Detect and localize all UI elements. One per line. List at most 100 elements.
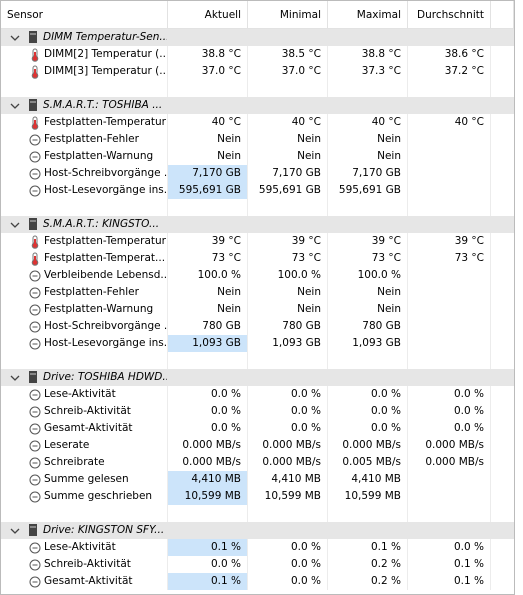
clock-icon: [29, 321, 41, 333]
sensor-value: 0.0 %: [210, 405, 241, 417]
column-separator: [407, 471, 408, 488]
sensor-value: 37.0 °C: [201, 65, 241, 77]
sensor-name: Gesamt-Aktivität: [44, 575, 133, 587]
clock-icon: [29, 287, 41, 299]
column-separator: [167, 352, 168, 369]
sensor-value: 0.0 %: [370, 405, 401, 417]
sensor-value: 780 GB: [362, 320, 401, 332]
group-row: [1, 29, 514, 46]
sensor-value: 4,410 MB: [168, 471, 247, 488]
device-icon: [29, 218, 37, 230]
clock-icon: [29, 423, 41, 435]
column-separator: [247, 80, 248, 97]
column-header[interactable]: Minimal: [248, 1, 328, 29]
column-separator: [247, 471, 248, 488]
column-separator: [167, 182, 168, 199]
clock-icon: [29, 185, 41, 197]
column-separator: [167, 335, 168, 352]
expander[interactable]: [9, 371, 21, 385]
column-separator: [247, 233, 248, 250]
sensor-name: Festplatten-Warnung: [44, 150, 154, 162]
clock-icon: [29, 406, 41, 418]
column-separator: [407, 386, 408, 403]
sensor-name: Summe geschrieben: [44, 490, 153, 502]
column-separator: [490, 250, 491, 267]
column-separator: [167, 63, 168, 80]
sensor-value: 595,691 GB: [168, 182, 247, 199]
column-separator: [327, 505, 328, 522]
sensor-name: Verbleibende Lebensd...: [44, 269, 167, 281]
column-separator: [490, 301, 491, 318]
group-row: [1, 216, 514, 233]
column-separator: [247, 182, 248, 199]
column-separator: [327, 556, 328, 573]
column-separator: [407, 403, 408, 420]
sensor-value: Nein: [297, 150, 321, 162]
sensor-value: 73 °C: [454, 252, 484, 264]
column-separator: [490, 284, 491, 301]
column-separator: [327, 165, 328, 182]
column-separator: [167, 488, 168, 505]
column-separator: [247, 539, 248, 556]
column-separator: [327, 80, 328, 97]
column-separator: [247, 488, 248, 505]
sensor-value: Nein: [217, 133, 241, 145]
column-header[interactable]: Sensor: [1, 1, 168, 29]
sensor-value: Nein: [377, 150, 401, 162]
thermometer-icon: [31, 235, 39, 249]
sensor-name: Schreib-Aktivität: [44, 405, 131, 417]
sensor-value: 1,093 GB: [168, 335, 247, 352]
sensor-value: 0.0 %: [453, 405, 484, 417]
sensor-name: Schreibrate: [44, 456, 105, 468]
group-name: S.M.A.R.T.: KINGSTO...: [43, 218, 160, 230]
sensor-value: 38.5 °C: [281, 48, 321, 60]
sensor-value: 0.1 %: [370, 541, 401, 553]
sensor-value: Nein: [217, 286, 241, 298]
column-separator: [247, 148, 248, 165]
sensor-value: 595,691 GB: [338, 184, 401, 196]
column-separator: [167, 165, 168, 182]
column-separator: [490, 420, 491, 437]
column-separator: [167, 46, 168, 63]
column-separator: [327, 539, 328, 556]
sensor-value: 4,410 MB: [271, 473, 321, 485]
expander[interactable]: [9, 99, 21, 113]
clock-icon: [29, 151, 41, 163]
column-separator: [327, 233, 328, 250]
column-separator: [407, 539, 408, 556]
column-header[interactable]: Durchschnitt: [408, 1, 491, 29]
expander[interactable]: [9, 31, 21, 45]
column-separator: [247, 437, 248, 454]
expander[interactable]: [9, 524, 21, 538]
column-separator: [167, 420, 168, 437]
sensor-value: 100.0 %: [197, 269, 241, 281]
column-header[interactable]: Aktuell: [168, 1, 248, 29]
column-separator: [167, 556, 168, 573]
column-separator: [327, 182, 328, 199]
column-separator: [490, 454, 491, 471]
sensor-value: 10,599 MB: [264, 490, 321, 502]
thermometer-icon: [31, 65, 39, 79]
column-separator: [327, 454, 328, 471]
column-separator: [167, 114, 168, 131]
sensor-value: Nein: [377, 303, 401, 315]
column-header[interactable]: Maximal: [328, 1, 408, 29]
clock-icon: [29, 304, 41, 316]
sensor-value: 1,093 GB: [272, 337, 321, 349]
sensor-name: Lese-Aktivität: [44, 388, 116, 400]
sensor-value: 73 °C: [371, 252, 401, 264]
column-separator: [167, 573, 168, 590]
column-separator: [490, 199, 491, 216]
column-separator: [327, 335, 328, 352]
column-separator: [327, 318, 328, 335]
expander[interactable]: [9, 218, 21, 232]
sensor-value: Nein: [297, 133, 321, 145]
sensor-value: 40 °C: [454, 116, 484, 128]
sensor-name: DIMM[2] Temperatur (...: [44, 48, 167, 60]
device-icon: [29, 371, 37, 383]
sensor-value: 0.000 MB/s: [182, 456, 241, 468]
sensor-value: 0.005 MB/s: [342, 456, 401, 468]
column-separator: [327, 46, 328, 63]
sensor-value: 1,093 GB: [352, 337, 401, 349]
